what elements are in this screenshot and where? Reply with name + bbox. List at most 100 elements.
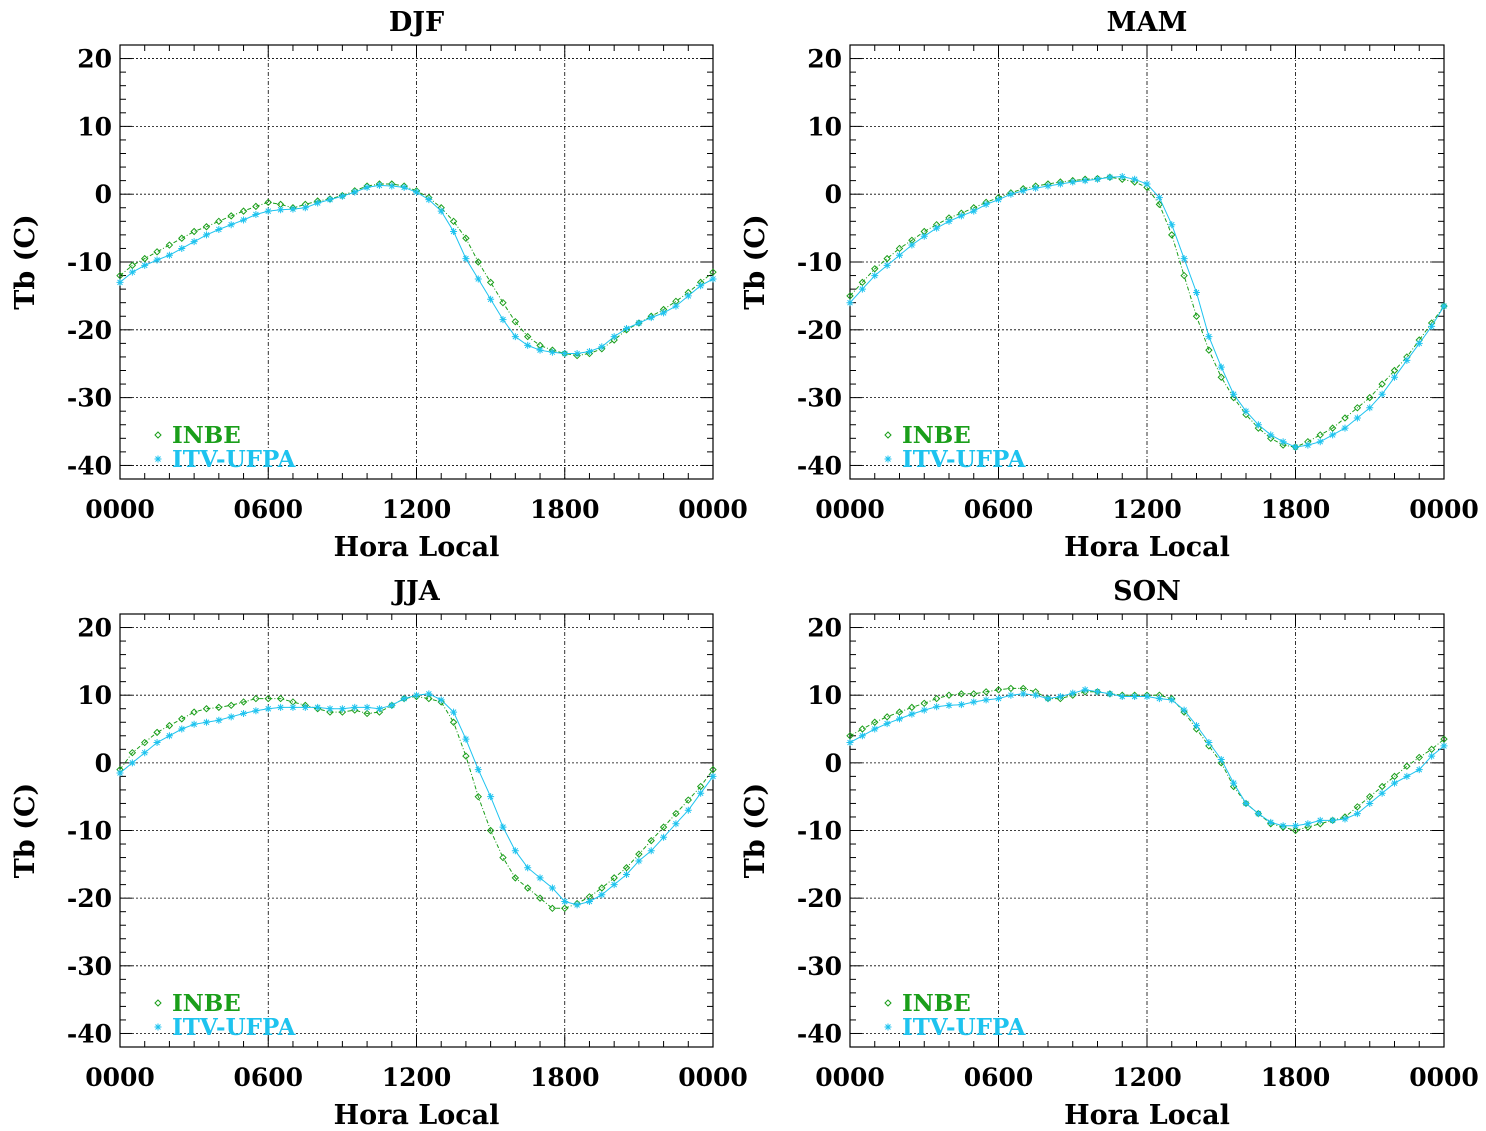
data-point — [388, 701, 396, 709]
data-point — [1390, 772, 1399, 781]
data-point — [709, 275, 717, 283]
data-point — [1143, 693, 1151, 701]
y-tick-label: -30 — [67, 952, 112, 981]
data-point — [215, 716, 223, 724]
data-point — [141, 254, 149, 263]
y-tick-label: -40 — [67, 451, 112, 480]
data-point — [227, 221, 235, 229]
data-point — [920, 706, 928, 714]
data-point — [908, 703, 916, 712]
y-tick-label: 10 — [807, 112, 842, 141]
data-point — [178, 234, 186, 242]
data-point — [153, 256, 161, 264]
data-point — [1254, 421, 1262, 429]
legend-marker-inbe — [154, 431, 162, 439]
y-tick-label: -10 — [67, 817, 112, 846]
data-point — [871, 718, 879, 726]
data-point — [598, 343, 606, 351]
x-tick-label: 0000 — [678, 495, 748, 524]
data-point — [128, 268, 136, 276]
y-tick-label: -40 — [797, 451, 842, 480]
data-point — [945, 701, 953, 709]
series-itv-ufpa — [116, 181, 717, 358]
data-point — [1378, 789, 1386, 797]
data-point — [846, 299, 854, 307]
data-point — [846, 292, 854, 300]
data-point — [276, 694, 285, 703]
data-point — [165, 251, 173, 259]
data-point — [1019, 690, 1027, 698]
data-point — [846, 732, 854, 740]
data-point — [511, 317, 520, 326]
data-point — [165, 721, 174, 730]
data-point — [709, 772, 717, 780]
data-point — [635, 850, 643, 858]
data-point — [1180, 255, 1188, 263]
chart-title: JJA — [391, 576, 441, 607]
data-point — [1168, 231, 1176, 239]
data-point — [351, 188, 359, 196]
y-tick-label: -30 — [67, 384, 112, 413]
data-point — [684, 292, 692, 300]
data-point — [1353, 810, 1361, 818]
legend-label-inbe: INBE — [172, 990, 241, 1017]
data-point — [277, 703, 285, 711]
data-point — [1304, 820, 1312, 828]
data-point — [215, 225, 223, 233]
data-point — [264, 198, 272, 207]
data-point — [957, 701, 965, 709]
data-point — [128, 748, 137, 757]
data-point — [573, 350, 581, 358]
series-itv-ufpa — [846, 686, 1448, 830]
data-point — [375, 181, 383, 189]
data-point — [945, 217, 953, 225]
plot-frame — [849, 613, 1445, 1048]
data-point — [957, 212, 965, 220]
data-point — [1168, 221, 1176, 229]
data-point — [178, 715, 186, 723]
data-point — [1328, 424, 1337, 432]
data-point — [178, 244, 186, 252]
data-point — [548, 884, 556, 892]
data-point — [1316, 816, 1324, 824]
data-point — [363, 183, 371, 191]
y-tick-label: 20 — [807, 45, 842, 74]
data-point — [252, 694, 260, 703]
data-point — [1292, 443, 1299, 451]
data-point — [437, 207, 445, 215]
data-point — [202, 223, 211, 231]
data-point — [462, 234, 470, 242]
data-point — [1254, 810, 1262, 818]
data-point — [1316, 431, 1324, 439]
data-point — [1007, 691, 1015, 699]
data-point — [1094, 175, 1101, 183]
data-point — [338, 192, 346, 200]
data-point — [511, 847, 519, 855]
data-point — [896, 251, 903, 259]
data-point — [1279, 822, 1287, 830]
data-point — [1440, 302, 1448, 310]
data-point — [326, 705, 334, 713]
data-point — [697, 789, 705, 797]
chart-panel-son: -40 -30 -20 -10 0 10 20 0000 0600 1200 1800 0000 SON… — [740, 576, 1479, 1131]
data-point — [610, 333, 618, 341]
data-point — [895, 708, 904, 716]
data-point — [128, 759, 136, 767]
data-point — [1155, 194, 1163, 202]
plot-frame — [849, 44, 1445, 480]
data-point — [437, 698, 445, 706]
data-point — [227, 212, 235, 220]
y-tick-label: 20 — [77, 614, 112, 643]
y-tick-label: -30 — [797, 952, 842, 981]
data-point — [982, 200, 990, 208]
data-point — [1193, 722, 1200, 730]
data-point — [499, 298, 507, 307]
data-point — [672, 302, 680, 310]
data-point — [499, 316, 507, 324]
data-point — [1403, 772, 1411, 780]
data-point — [1131, 693, 1139, 701]
data-point — [684, 806, 692, 814]
x-tick-label: 1800 — [1261, 495, 1331, 524]
